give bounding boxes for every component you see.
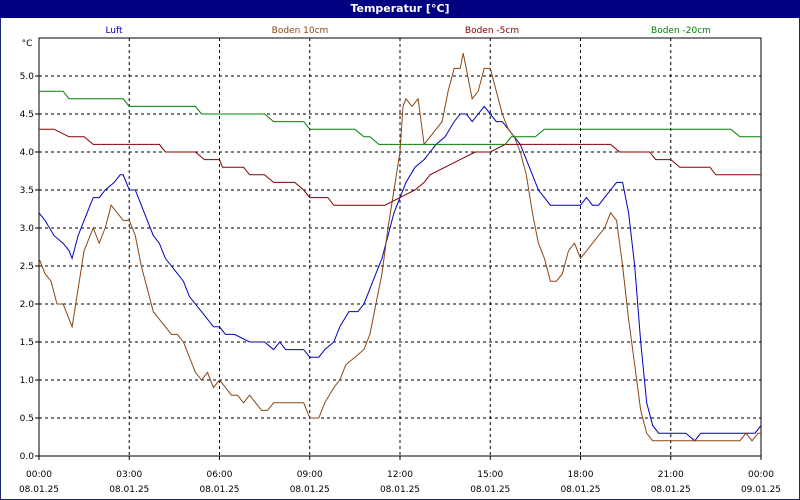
series-line-boden-5cm	[39, 128, 761, 206]
y-tick-label: 4.5	[20, 110, 34, 120]
series-line-boden-20cm	[39, 90, 761, 145]
legend-entry: Boden 10cm	[272, 26, 329, 36]
x-tick-date-label: 08.01.25	[651, 485, 691, 495]
x-tick-time-label: 03:00	[116, 470, 142, 480]
chart-title: Temperatur [°C]	[0, 0, 800, 18]
x-tick-time-label: 12:00	[387, 470, 413, 480]
series-line-luft	[38, 105, 762, 442]
y-tick-label: 5.0	[20, 72, 35, 82]
x-tick-date-label: 08.01.25	[109, 485, 149, 495]
y-tick-label: 0.5	[20, 414, 34, 424]
x-tick-date-label: 08.01.25	[470, 485, 510, 495]
y-tick-label: 2.0	[20, 300, 35, 310]
legend-entry: Boden -20cm	[651, 26, 711, 36]
y-tick-label: 3.5	[20, 186, 34, 196]
x-tick-date-label: 08.01.25	[19, 485, 59, 495]
x-tick-date-label: 08.01.25	[199, 485, 239, 495]
y-tick-label: 0.0	[20, 452, 35, 462]
x-tick-time-label: 06:00	[207, 470, 233, 480]
y-tick-label: 1.5	[20, 338, 34, 348]
y-tick-label: 3.0	[20, 224, 35, 234]
x-tick-time-label: 00:00	[26, 470, 52, 480]
x-tick-time-label: 21:00	[658, 470, 684, 480]
x-tick-time-label: 00:00	[748, 470, 774, 480]
legend-entry: Luft	[105, 26, 123, 36]
y-tick-label: 1.0	[20, 376, 35, 386]
x-tick-date-label: 08.01.25	[560, 485, 600, 495]
x-tick-date-label: 08.01.25	[290, 485, 330, 495]
x-tick-time-label: 15:00	[477, 470, 503, 480]
legend-entry: Boden -5cm	[465, 26, 519, 36]
y-axis-unit-label: °C	[22, 39, 33, 49]
y-tick-label: 2.5	[20, 262, 34, 272]
x-tick-time-label: 18:00	[568, 470, 594, 480]
plot-area	[38, 37, 762, 457]
x-tick-date-label: 09.01.25	[741, 485, 781, 495]
x-tick-time-label: 09:00	[297, 470, 323, 480]
x-tick-date-label: 08.01.25	[380, 485, 420, 495]
series-line-boden-10cm	[38, 53, 761, 442]
y-tick-label: 4.0	[20, 148, 35, 158]
